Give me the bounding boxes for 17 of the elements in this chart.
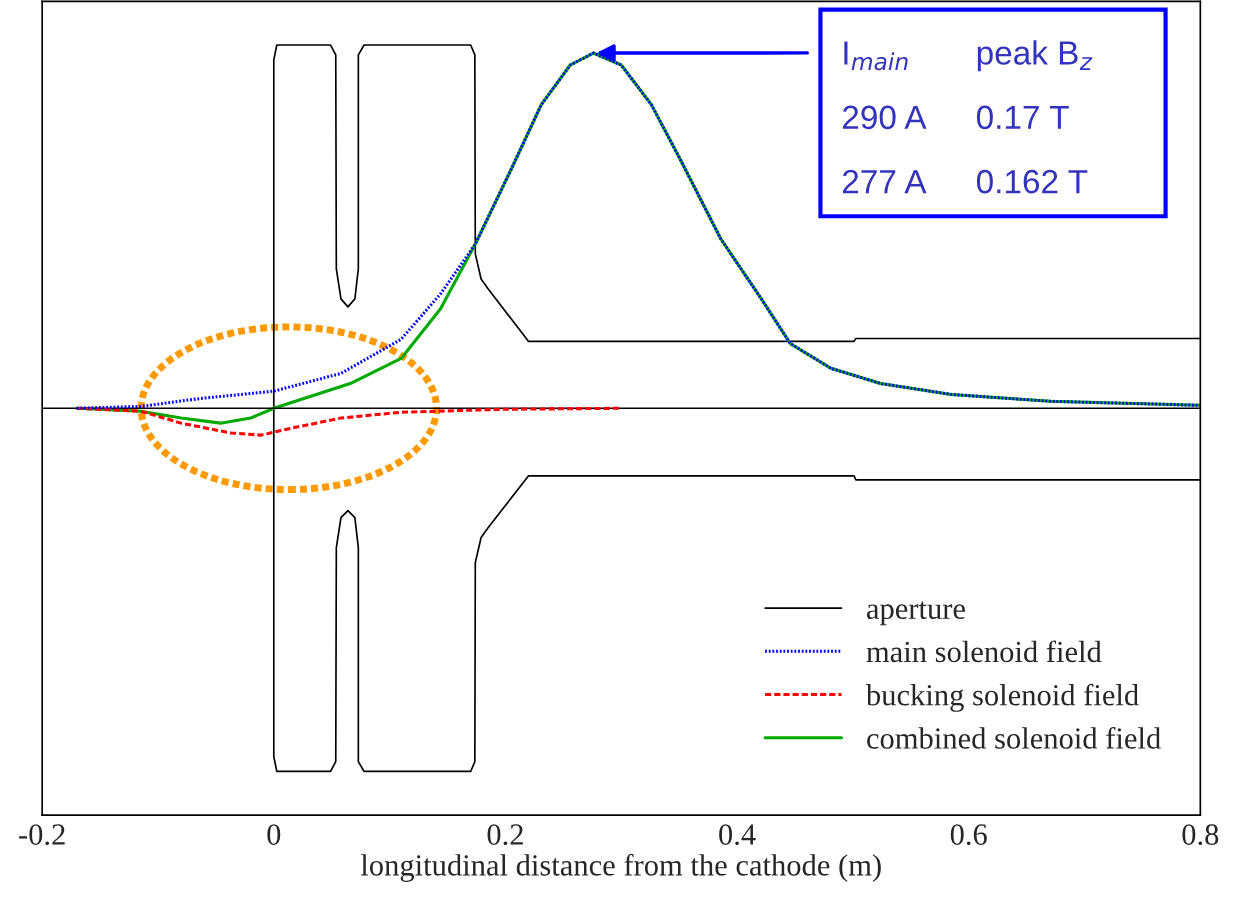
legend-label: aperture <box>867 601 965 626</box>
x-tick-label: -0.2 <box>19 824 65 846</box>
annotation: 277 A <box>842 169 927 194</box>
annotation: 290 A <box>842 105 927 130</box>
x-tick-label: 0 <box>267 824 281 845</box>
annotation: peak B$_{z}$ <box>977 40 1093 72</box>
x-tick-label: 0.4 <box>719 824 756 846</box>
x-axis-title: longitudinal distance from the cathode (m) <box>360 853 881 882</box>
annotation: 0.162 T <box>976 169 1088 194</box>
annotation: I$_{main}$ <box>844 41 908 71</box>
x-tick-label: 0.6 <box>950 824 987 846</box>
legend-label: bucking solenoid field <box>865 683 1139 712</box>
annotation: 0.17 T <box>976 105 1069 130</box>
legend-label: combined solenoid field <box>867 726 1161 749</box>
x-tick-label: 0.2 <box>487 824 523 846</box>
legend-label: main solenoid field <box>866 640 1102 663</box>
x-tick-label: 0.8 <box>1182 824 1219 846</box>
